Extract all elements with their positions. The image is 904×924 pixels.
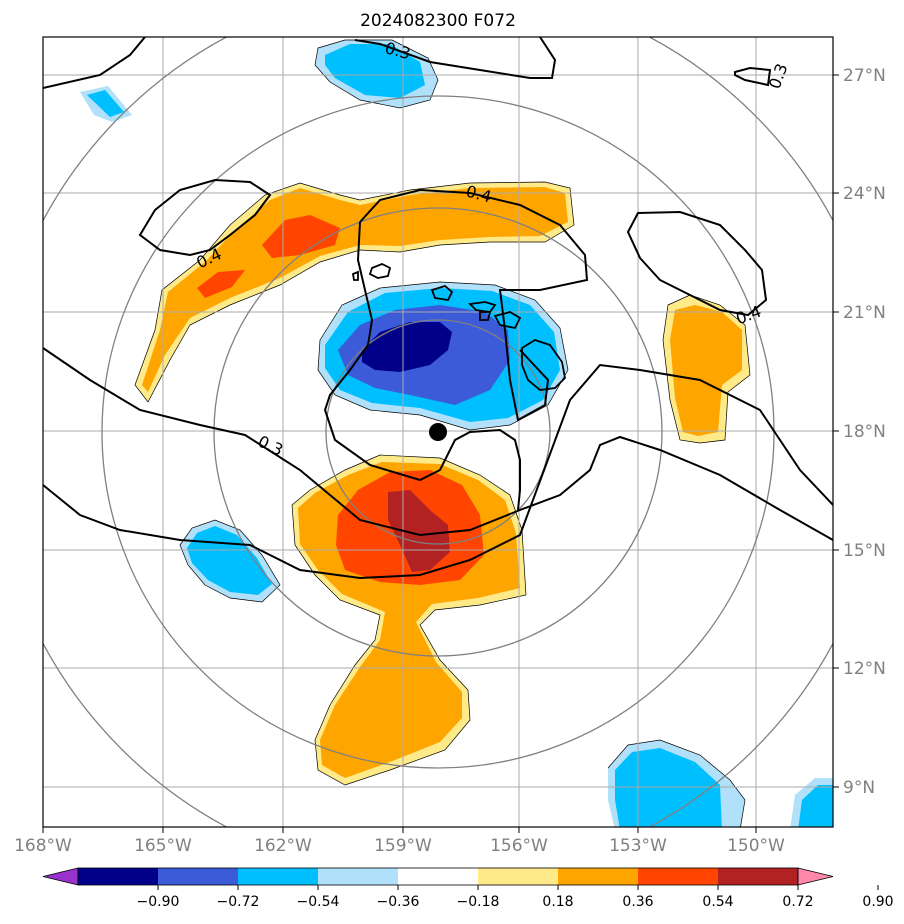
lon-labels: 168°W 165°W 162°W 159°W 156°W 153°W 150°… (14, 836, 785, 856)
lat-label: 12°N (843, 659, 886, 679)
lat-label: 21°N (843, 303, 886, 323)
map-frame (42, 36, 834, 828)
colorbar-segment (398, 868, 479, 885)
lon-label: 153°W (609, 836, 667, 856)
contour-label-top-right: 0.3 (765, 61, 792, 91)
colorbar-segment (238, 868, 319, 885)
lon-label: 168°W (14, 836, 72, 856)
lat-label: 27°N (843, 66, 886, 86)
colorbar-tick-label: −0.54 (297, 894, 340, 910)
lat-labels: 27°N 24°N 21°N 18°N 15°N 12°N 9°N (843, 66, 886, 798)
lon-label: 162°W (254, 836, 312, 856)
graticule (43, 37, 833, 827)
colorbar: −0.90 −0.72 −0.54 −0.36 −0.18 0.18 0.36 0.54 0.7… (42, 867, 894, 910)
colorbar-tick-label: −0.90 (137, 894, 180, 910)
contour-lines (43, 37, 833, 580)
storm-center-marker (429, 423, 447, 441)
colorbar-extend-low (42, 867, 79, 886)
colorbar-tick-label: 0.90 (862, 894, 893, 910)
lat-label: 18°N (843, 422, 886, 442)
colorbar-segment (478, 868, 559, 885)
lon-label: 156°W (490, 836, 548, 856)
lon-label: 159°W (374, 836, 432, 856)
lat-label: 24°N (843, 184, 886, 204)
colorbar-segment (78, 868, 159, 885)
colorbar-tick-label: 0.54 (702, 894, 733, 910)
colorbar-segment (718, 868, 799, 885)
lat-label: 15°N (843, 541, 886, 561)
axis-ticks (42, 74, 839, 833)
colorbar-tick-label: 0.72 (782, 894, 813, 910)
colorbar-tick-label: 0.18 (542, 894, 573, 910)
contour-label-mid-left: 0.3 (255, 432, 286, 460)
colorbar-tick-label: −0.72 (217, 894, 260, 910)
map-area: 0.3 0.3 0.4 0.4 0.4 0.3 (43, 37, 833, 827)
figure-title: 2024082300 F072 (360, 11, 516, 31)
lon-label: 150°W (727, 836, 785, 856)
colorbar-segment (318, 868, 399, 885)
colorbar-frame (77, 867, 799, 886)
lon-label: 165°W (134, 836, 192, 856)
colorbar-tick-label: −0.18 (457, 894, 500, 910)
colorbar-tick-label: −0.36 (377, 894, 420, 910)
colorbar-segment (158, 868, 239, 885)
hawaii-islands (351, 263, 566, 391)
colorbar-segment (638, 868, 719, 885)
colorbar-tick-label: 0.36 (622, 894, 653, 910)
colorbar-segment (558, 868, 639, 885)
lat-label: 9°N (843, 778, 875, 798)
colorbar-extend-high (797, 867, 834, 886)
